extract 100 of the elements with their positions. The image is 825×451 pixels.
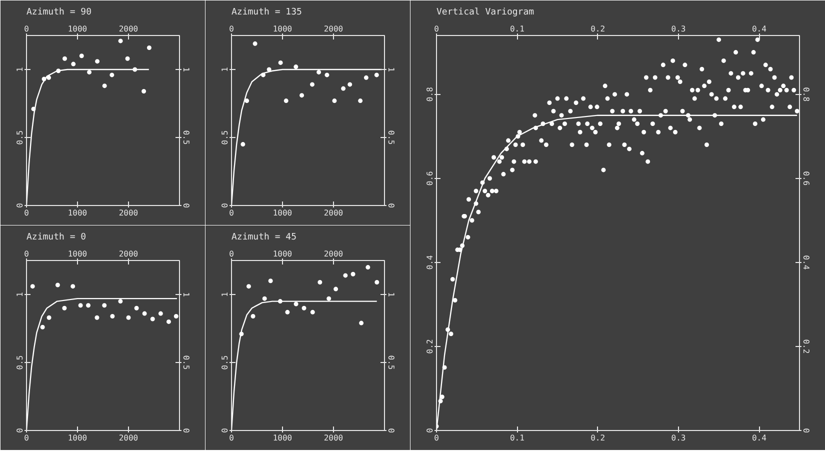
point xyxy=(310,82,314,87)
point xyxy=(78,303,83,308)
chart-title: Azimuth = 90 xyxy=(26,8,92,18)
point xyxy=(294,64,298,70)
point xyxy=(158,311,163,316)
x2-tick-label: 0.4 xyxy=(752,434,767,442)
x-tick-label: 1000 xyxy=(272,24,292,34)
point xyxy=(302,306,306,310)
point xyxy=(30,284,35,289)
y-tick-label: 0 xyxy=(220,428,230,433)
point xyxy=(166,319,171,324)
point xyxy=(326,296,332,301)
point xyxy=(310,310,315,314)
point xyxy=(62,306,67,310)
point xyxy=(118,38,123,44)
point xyxy=(332,98,337,104)
point xyxy=(300,93,304,98)
x-tick-label: 0.4 xyxy=(752,24,767,34)
point xyxy=(125,56,130,61)
point xyxy=(71,62,76,66)
point xyxy=(87,70,92,74)
y-tick-label: 1 xyxy=(16,66,24,72)
y2-tick-label: 0.5 xyxy=(182,130,190,145)
line-series xyxy=(232,68,383,206)
line-series xyxy=(232,300,378,430)
point xyxy=(316,70,322,74)
y-tick-label: 1 xyxy=(220,66,230,72)
y-tick-label: 0.8 xyxy=(426,86,434,102)
y2-tick-label: 0.5 xyxy=(182,355,190,370)
point xyxy=(278,60,283,65)
point xyxy=(262,296,267,301)
x2-tick-label: 1000 xyxy=(68,208,88,218)
x2-tick-label: 1000 xyxy=(272,208,292,218)
x-tick-label: 0.2 xyxy=(590,24,606,34)
y-tick-label: 0 xyxy=(220,202,230,208)
y2-tick-label: 0 xyxy=(386,428,396,434)
x2-tick-label: 2000 xyxy=(324,434,344,442)
point xyxy=(244,98,250,104)
x2-tick-label: 1000 xyxy=(68,434,88,442)
point xyxy=(110,72,114,78)
point xyxy=(343,273,348,278)
y2-tick-label: 0.5 xyxy=(386,130,396,145)
point xyxy=(70,284,76,289)
point xyxy=(240,142,246,147)
y-tick-label: 0.5 xyxy=(220,130,230,145)
x-tick-label: 1000 xyxy=(68,24,88,34)
y-tick-label: 0 xyxy=(16,428,24,433)
x-tick-label: 2000 xyxy=(118,250,138,258)
point xyxy=(252,41,258,46)
point xyxy=(174,314,178,319)
y-tick-label: 0 xyxy=(16,202,24,208)
y-tick-label: 0.5 xyxy=(16,355,24,370)
point xyxy=(364,75,368,80)
point xyxy=(118,299,123,304)
line-series xyxy=(26,68,150,206)
point xyxy=(142,311,147,316)
x-tick-label: 0.1 xyxy=(510,24,525,34)
point xyxy=(359,320,364,326)
x2-tick-label: 2000 xyxy=(118,208,138,218)
y-tick-label: 0.5 xyxy=(16,130,24,145)
y-tick-label: 0.5 xyxy=(220,355,230,370)
chart-title: Vertical Variogram xyxy=(436,8,534,18)
point xyxy=(146,45,152,50)
point xyxy=(374,280,380,285)
x2-tick-label: 0.1 xyxy=(510,434,525,442)
point xyxy=(126,315,131,320)
point xyxy=(86,303,91,308)
y2-tick-label: 0.5 xyxy=(386,355,396,370)
x2-tick-label: 0.2 xyxy=(590,434,606,442)
y2-tick-label: 1 xyxy=(386,292,396,298)
point xyxy=(55,282,60,288)
point xyxy=(341,86,346,91)
y2-tick-label: 0.6 xyxy=(802,171,810,186)
x-tick-label: 1000 xyxy=(272,250,292,258)
point xyxy=(150,316,155,322)
x-tick-label: 1000 xyxy=(68,250,88,258)
x2-tick-label: 0.3 xyxy=(671,434,686,442)
point xyxy=(40,324,45,330)
y2-tick-label: 0 xyxy=(802,428,810,434)
line-series xyxy=(26,298,178,430)
y-tick-label: 0 xyxy=(426,428,434,433)
y2-tick-label: 1 xyxy=(182,292,190,298)
x2-tick-label: 2000 xyxy=(324,208,344,218)
y-tick-label: 1 xyxy=(220,292,230,297)
y2-tick-label: 1 xyxy=(182,67,190,72)
point xyxy=(134,306,139,310)
y2-tick-label: 0 xyxy=(386,203,396,208)
point xyxy=(334,286,338,292)
point xyxy=(348,82,352,87)
y2-tick-label: 1 xyxy=(386,67,396,72)
x-tick-label: 0.3 xyxy=(671,24,686,34)
point xyxy=(110,314,115,319)
point xyxy=(62,56,67,61)
y-tick-label: 1 xyxy=(16,292,24,297)
x2-tick-label: 1000 xyxy=(272,434,292,442)
chart-title: Azimuth = 0 xyxy=(26,232,86,242)
point xyxy=(79,54,84,58)
point xyxy=(246,284,251,289)
y-tick-label: 0.2 xyxy=(426,339,434,354)
y2-tick-label: 0.8 xyxy=(802,87,810,102)
